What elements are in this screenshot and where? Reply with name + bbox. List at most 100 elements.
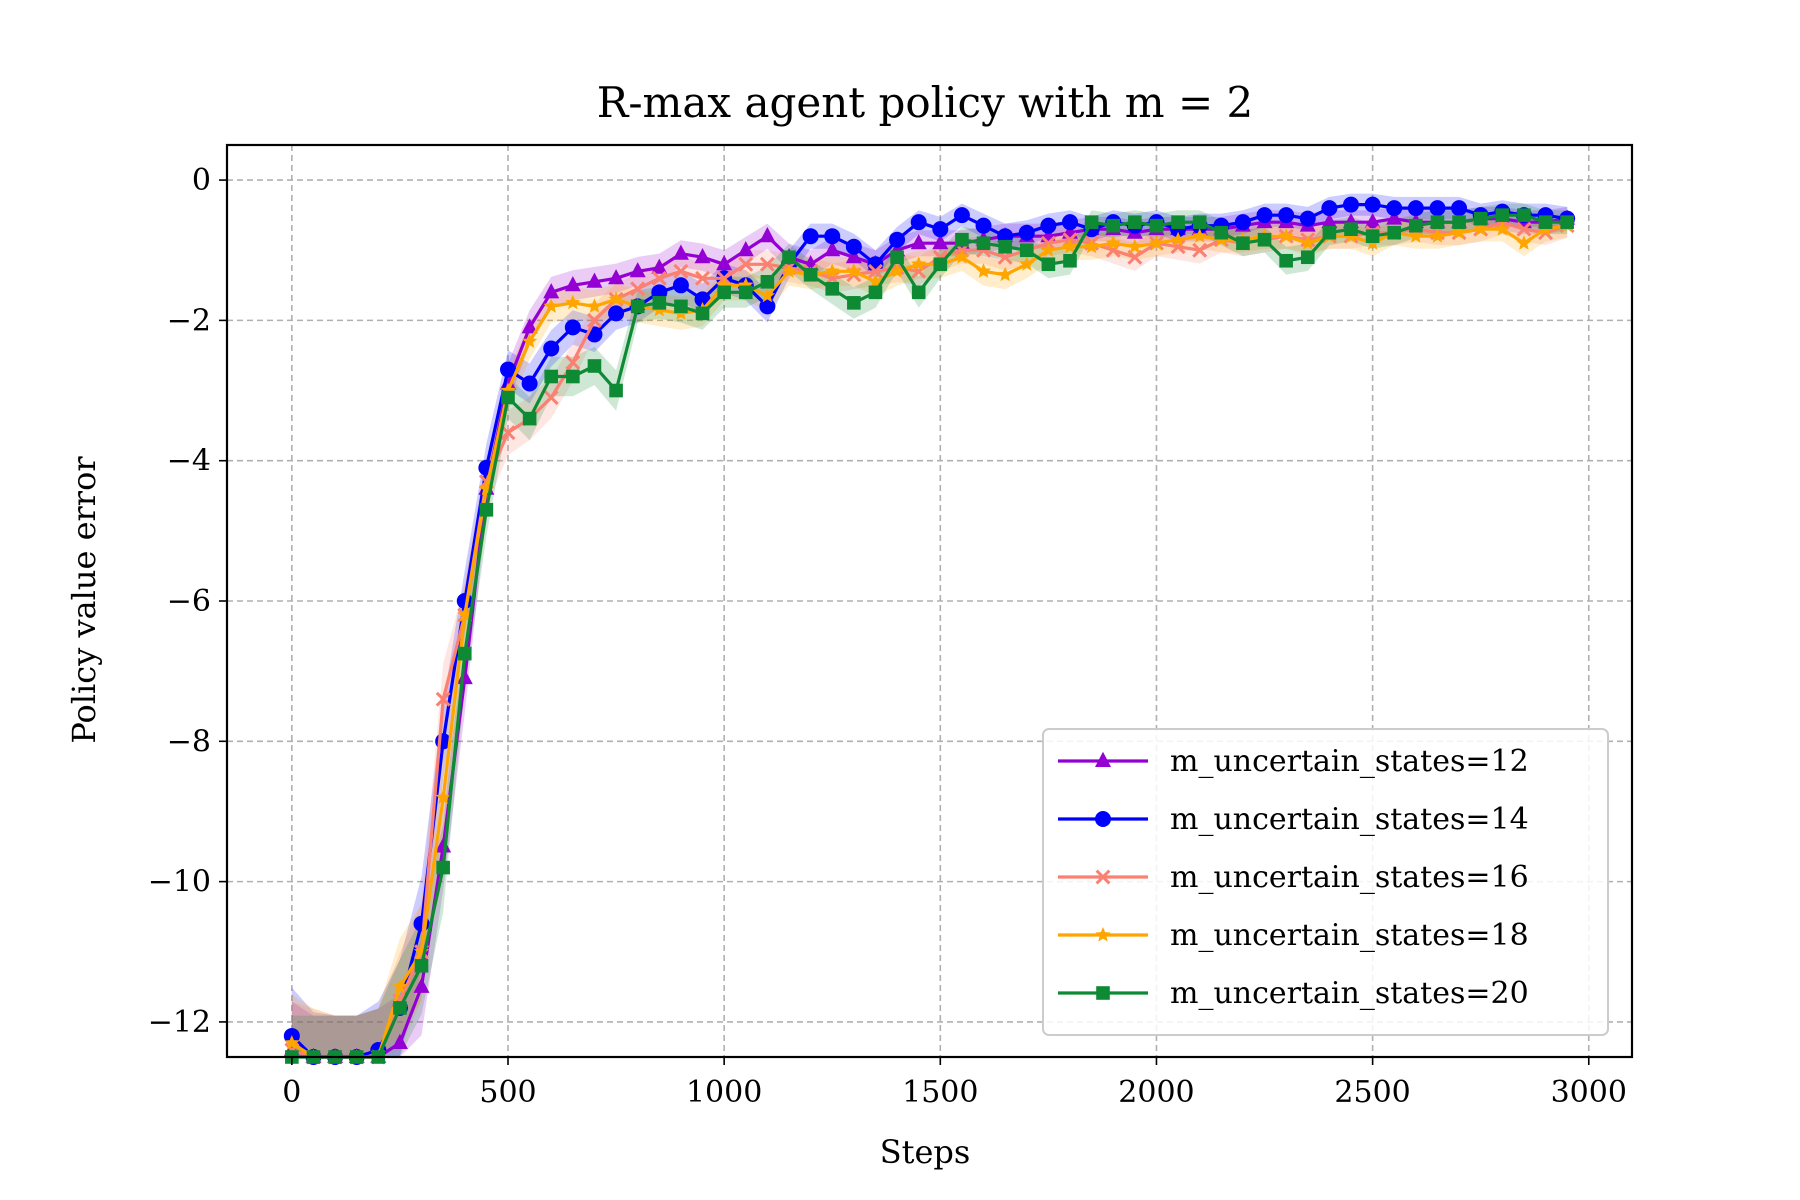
data-point [586,272,603,288]
x-tick-label: 3000 [1551,1075,1627,1110]
data-point [413,977,430,993]
axis-ticks: 0 500 1000 1500 2000 2500 3000 0 −2 −4 −6 −8 −10 −12 [148,163,1627,1110]
data-point [824,263,840,278]
data-point [1451,224,1467,240]
data-point [435,837,452,853]
data-point [759,298,776,315]
data-point [824,228,841,245]
x-tick-label: 2000 [1118,1075,1194,1110]
data-point [1095,869,1111,885]
data-point [1452,215,1466,229]
data-point [781,263,797,278]
data-point [1300,250,1315,265]
x-tick-label: 1000 [686,1075,762,1110]
data-point [1409,218,1423,233]
data-point [1062,214,1078,231]
legend-box [1042,728,1609,1036]
legend: m_uncertain_states=12 m_uncertain_states=… [1042,728,1609,1036]
data-point [738,256,754,272]
data-point [1560,215,1574,229]
data-point [759,287,775,303]
data-point [1473,211,1488,226]
data-point [608,305,625,322]
data-point [521,318,538,334]
data-point [1105,235,1121,250]
data-point [1364,212,1381,229]
data-point [846,263,862,278]
data-point [1494,221,1510,236]
data-point [565,294,581,310]
data-point [543,340,560,357]
data-point [435,691,451,707]
data-point [1170,231,1186,247]
data-point [1106,218,1121,233]
x-axis-label: Steps [880,1133,971,1171]
data-point [544,369,559,384]
data-point [1386,200,1403,217]
legend-item: m_uncertain_states=14 [1058,802,1529,837]
data-point [868,263,883,279]
data-point [1019,256,1035,271]
data-point [1127,249,1143,265]
data-point [652,296,667,310]
data-point [1429,200,1446,217]
data-point [1364,196,1381,213]
x-tick-label: 500 [479,1075,536,1110]
data-point [1236,236,1250,251]
data-point [910,214,927,231]
data-point [565,355,581,370]
data-point [953,207,970,224]
data-point [651,270,667,286]
data-point [1408,228,1424,243]
data-point [1192,215,1207,229]
data-point [500,361,516,378]
data-point [1321,200,1338,217]
data-point [1279,253,1293,268]
data-point [803,267,818,282]
data-point [975,217,992,234]
series-line [290,224,1568,1059]
data-point [1365,229,1380,243]
data-point [933,257,948,272]
data-point [845,248,862,264]
data-point [630,281,646,297]
data-point [1430,215,1445,229]
data-point [608,291,624,306]
data-point [435,789,451,804]
data-point [1300,235,1316,250]
data-point [1278,207,1295,224]
data-point [1095,811,1111,827]
data-point [910,234,927,250]
data-point [500,425,516,441]
data-point [673,263,689,279]
data-point [802,228,819,245]
y-tick-label: −2 [167,303,211,338]
data-point [608,269,625,285]
data-point [1063,253,1077,268]
data-point [738,285,753,300]
x-tick-label: 1500 [902,1075,978,1110]
data-point [392,978,408,994]
data-point [1084,238,1100,254]
legend-item: m_uncertain_states=12 [1058,744,1529,779]
data-point [1040,217,1057,234]
data-point [1148,235,1165,250]
data-point [954,249,970,264]
data-point [672,244,689,260]
data-point [1234,214,1251,231]
data-point [1451,200,1468,217]
data-point [1171,215,1185,229]
data-point [1538,215,1553,229]
data-point [889,231,906,248]
x-tick-label: 2500 [1334,1075,1410,1110]
data-point [847,296,861,310]
data-point [629,262,646,278]
data-point [587,312,602,328]
y-axis-label: Policy value error [65,456,103,744]
data-point [1105,242,1121,258]
data-point [1149,218,1164,233]
data-point [1344,222,1358,236]
data-point [564,276,581,292]
data-point [1170,239,1186,255]
data-point [1257,232,1272,247]
